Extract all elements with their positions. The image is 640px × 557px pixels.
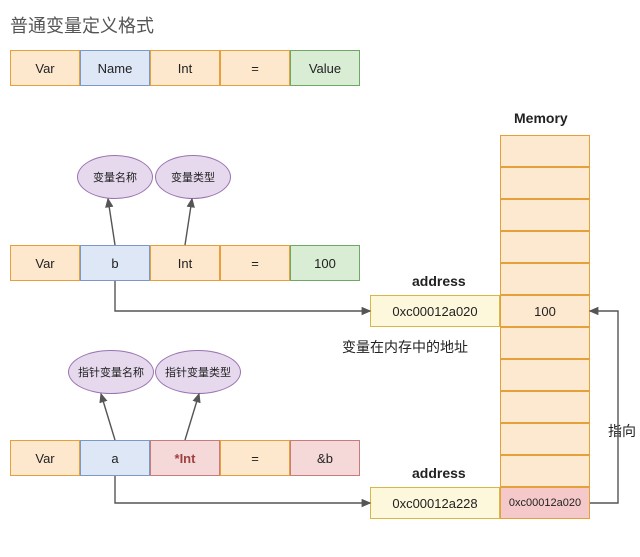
ellipse-ptrname: 指针变量名称 [68, 350, 154, 394]
memory-cell-3 [500, 231, 590, 263]
memory-cell-10 [500, 455, 590, 487]
ellipse-varname: 变量名称 [77, 155, 153, 199]
memory-cell-1 [500, 167, 590, 199]
memory-explain: 变量在内存中的地址 [342, 337, 468, 357]
cell-var: Var [10, 440, 80, 476]
memory-cell-6 [500, 327, 590, 359]
cell-var: Var [10, 50, 80, 86]
cell-name: a [80, 440, 150, 476]
cell-value: &b [290, 440, 360, 476]
memory-cell-4 [500, 263, 590, 295]
ellipse-vartype: 变量类型 [155, 155, 231, 199]
memory-cell-9 [500, 423, 590, 455]
arrow-r2-type [185, 199, 192, 245]
memory-cell-8 [500, 391, 590, 423]
cell-type: Int [150, 50, 220, 86]
cell-eq: = [220, 440, 290, 476]
cell-var: Var [10, 245, 80, 281]
memory-cell-5: 100 [500, 295, 590, 327]
cell-eq: = [220, 50, 290, 86]
address-box-2: 0xc00012a228 [370, 487, 500, 519]
memory-cell-11: 0xc00012a020 [500, 487, 590, 519]
memory-cell-2 [500, 199, 590, 231]
address-label-1: address [412, 273, 466, 289]
diagram-title: 普通变量定义格式 [10, 12, 154, 38]
arrow-r3-type [185, 394, 199, 440]
memory-cell-0 [500, 135, 590, 167]
cell-value: 100 [290, 245, 360, 281]
arrow-a-to-addr [115, 476, 370, 503]
arrow-r3-name [101, 394, 115, 440]
memory-title: Memory [514, 110, 568, 126]
arrow-b-to-addr [115, 281, 370, 311]
cell-eq: = [220, 245, 290, 281]
cell-name: Name [80, 50, 150, 86]
cell-type: *Int [150, 440, 220, 476]
cell-name: b [80, 245, 150, 281]
address-label-2: address [412, 465, 466, 481]
cell-value: Value [290, 50, 360, 86]
points-to-label: 指向 [608, 421, 636, 441]
address-box-1: 0xc00012a020 [370, 295, 500, 327]
arrow-r2-name [108, 199, 115, 245]
arrow-points-to [590, 311, 618, 503]
memory-cell-7 [500, 359, 590, 391]
ellipse-ptrtype: 指针变量类型 [155, 350, 241, 394]
cell-type: Int [150, 245, 220, 281]
